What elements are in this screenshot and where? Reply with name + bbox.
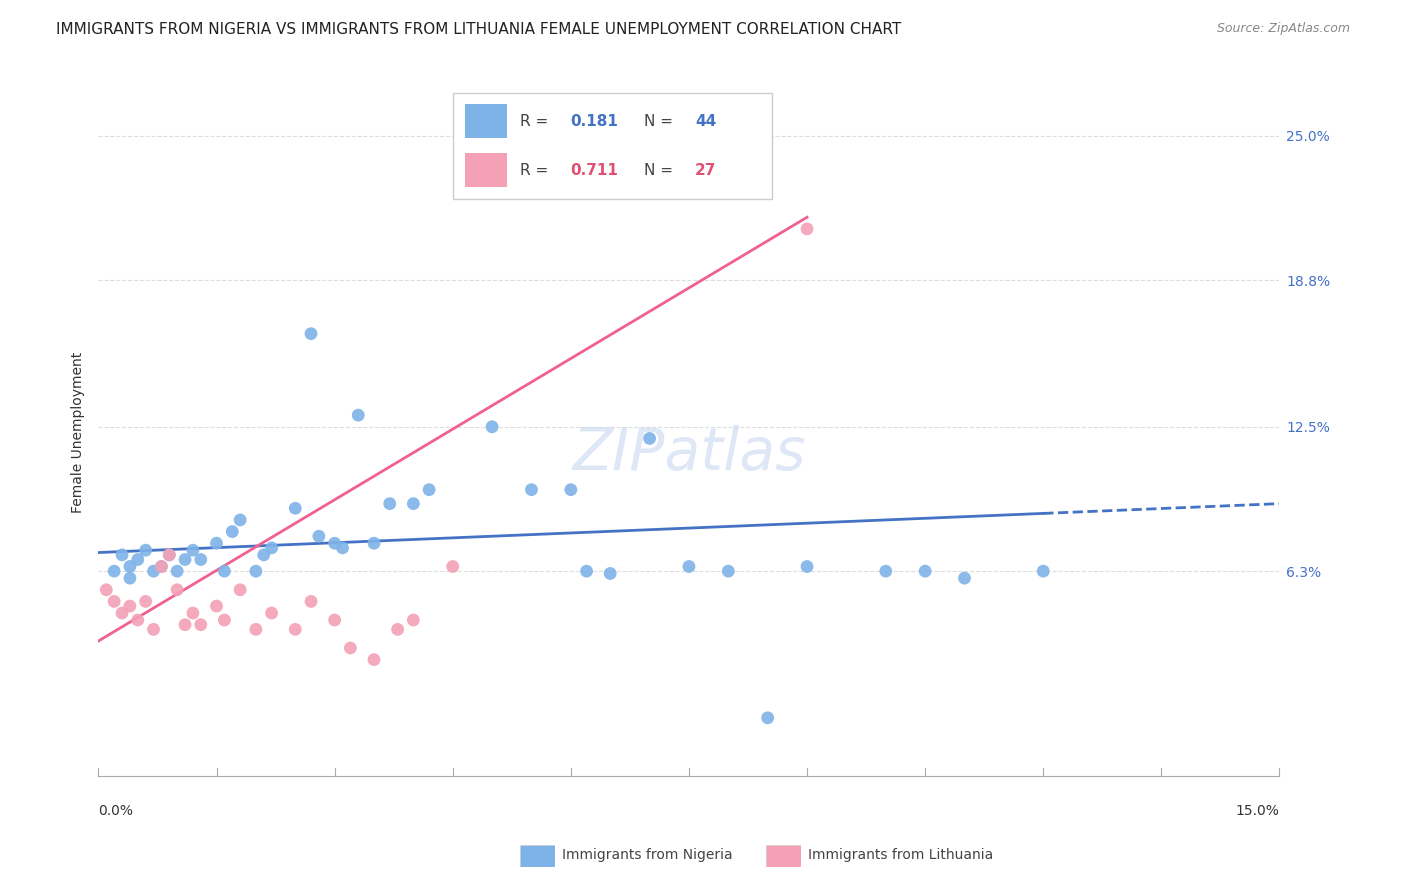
Point <box>157 548 180 562</box>
Point <box>127 552 149 566</box>
Point <box>323 536 346 550</box>
Point <box>347 408 370 422</box>
Point <box>339 640 361 655</box>
Point <box>174 552 197 566</box>
Point <box>441 559 464 574</box>
Text: 0.0%: 0.0% <box>98 804 134 817</box>
Point <box>111 548 134 562</box>
Point <box>796 222 818 236</box>
Text: Source: ZipAtlas.com: Source: ZipAtlas.com <box>1216 22 1350 36</box>
FancyBboxPatch shape <box>520 845 555 867</box>
Point <box>111 606 134 620</box>
Point <box>245 623 267 637</box>
Point <box>205 536 228 550</box>
Point <box>127 613 149 627</box>
Point <box>142 564 165 578</box>
Point <box>1032 564 1054 578</box>
Point <box>875 564 897 578</box>
Point <box>229 582 252 597</box>
Point <box>284 623 307 637</box>
Point <box>174 617 197 632</box>
Point <box>253 548 276 562</box>
Point <box>118 571 141 585</box>
Point <box>560 483 582 497</box>
Point <box>481 419 503 434</box>
Point <box>150 559 173 574</box>
Point <box>118 559 141 574</box>
Point <box>229 513 252 527</box>
Point <box>284 501 307 516</box>
Point <box>190 617 212 632</box>
Point <box>678 559 700 574</box>
Point <box>914 564 936 578</box>
Point <box>575 564 598 578</box>
Text: Immigrants from Nigeria: Immigrants from Nigeria <box>562 848 733 863</box>
Point <box>205 599 228 613</box>
Point <box>135 594 157 608</box>
Point <box>520 483 543 497</box>
Point <box>402 497 425 511</box>
Text: 15.0%: 15.0% <box>1236 804 1279 817</box>
Y-axis label: Female Unemployment: Female Unemployment <box>70 352 84 513</box>
Point <box>363 536 385 550</box>
Point <box>181 543 204 558</box>
Text: IMMIGRANTS FROM NIGERIA VS IMMIGRANTS FROM LITHUANIA FEMALE UNEMPLOYMENT CORRELA: IMMIGRANTS FROM NIGERIA VS IMMIGRANTS FR… <box>56 22 901 37</box>
Point <box>363 652 385 666</box>
Point <box>953 571 976 585</box>
Point <box>166 564 188 578</box>
Point <box>332 541 354 555</box>
Point <box>245 564 267 578</box>
Point <box>118 599 141 613</box>
Text: ZIPatlas: ZIPatlas <box>572 425 806 482</box>
Point <box>150 559 173 574</box>
Point <box>299 326 322 341</box>
Point <box>221 524 243 539</box>
FancyBboxPatch shape <box>766 845 801 867</box>
Point <box>157 548 180 562</box>
Point <box>387 623 409 637</box>
Point <box>796 559 818 574</box>
Point <box>260 541 283 555</box>
Point <box>96 582 118 597</box>
Point <box>214 613 236 627</box>
Point <box>378 497 401 511</box>
Point <box>599 566 621 581</box>
Point <box>142 623 165 637</box>
Point <box>260 606 283 620</box>
Point <box>308 529 330 543</box>
Point <box>418 483 440 497</box>
Point <box>402 613 425 627</box>
Point <box>103 594 125 608</box>
Point <box>638 432 661 446</box>
Point <box>756 711 779 725</box>
Point <box>181 606 204 620</box>
Point <box>135 543 157 558</box>
Point <box>166 582 188 597</box>
Point <box>214 564 236 578</box>
Point <box>323 613 346 627</box>
Point <box>717 564 740 578</box>
Point <box>103 564 125 578</box>
Text: Immigrants from Lithuania: Immigrants from Lithuania <box>808 848 994 863</box>
Point <box>299 594 322 608</box>
Point <box>190 552 212 566</box>
